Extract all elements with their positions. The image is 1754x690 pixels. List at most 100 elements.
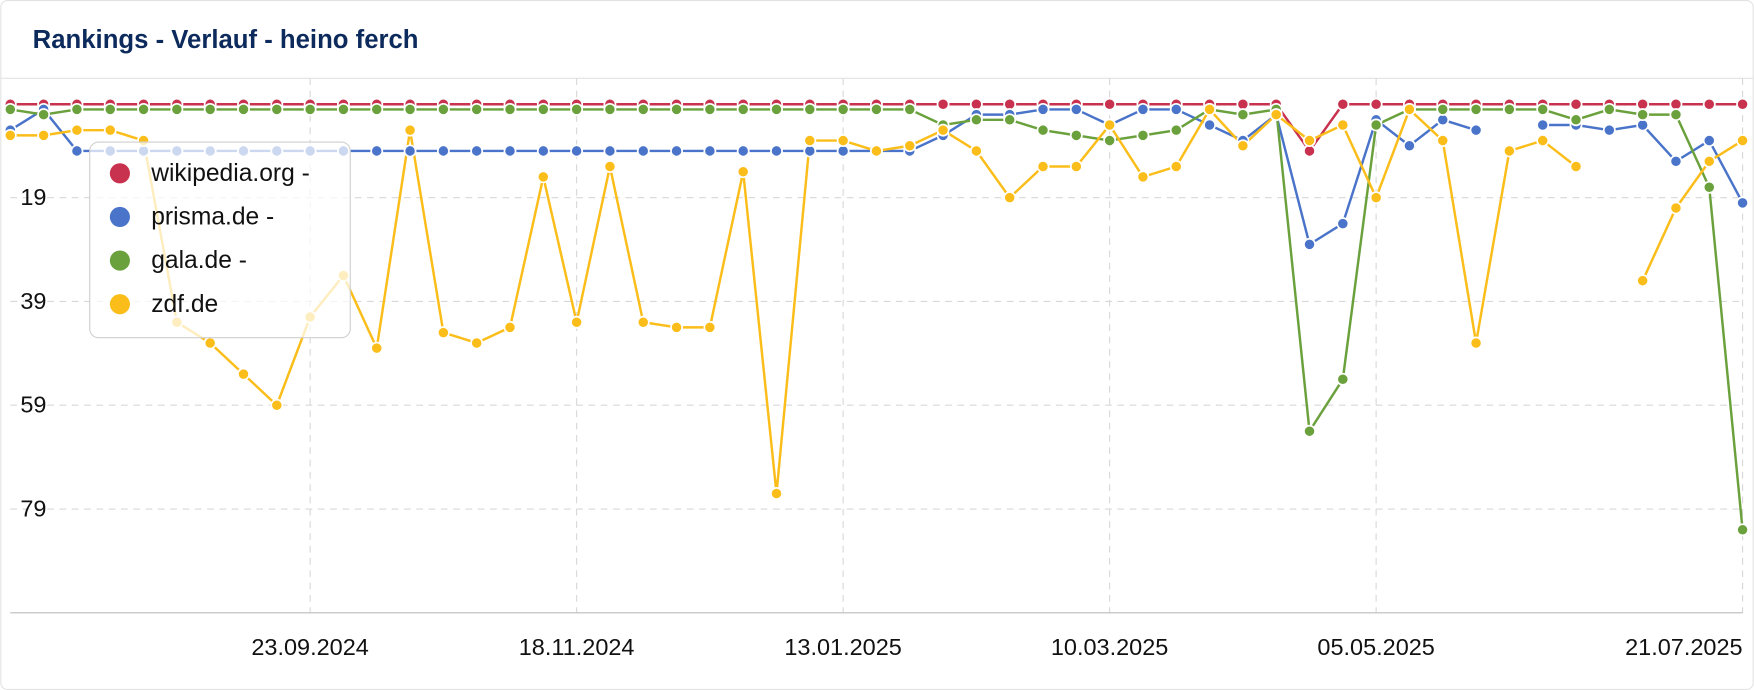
data-point: [1303, 424, 1316, 438]
data-point: [1236, 108, 1250, 122]
data-point: [803, 134, 817, 147]
data-point: [603, 102, 617, 116]
data-point: [270, 102, 284, 116]
data-point: [1736, 134, 1750, 147]
data-point: [1369, 118, 1383, 132]
data-point: [1136, 170, 1150, 184]
chart-title: Rankings - Verlauf - heino ferch: [33, 26, 419, 54]
data-point: [736, 102, 750, 116]
legend-label[interactable]: wikipedia.org -: [150, 160, 310, 187]
plot: [3, 97, 1750, 537]
legend-marker: [109, 294, 130, 315]
data-point: [1003, 97, 1017, 111]
data-point: [1203, 118, 1216, 132]
data-point: [603, 144, 617, 158]
data-point: [536, 102, 550, 116]
legend-box: [89, 141, 351, 339]
y-tick-label: 59: [20, 392, 46, 418]
data-point: [1602, 123, 1616, 137]
data-point: [603, 160, 617, 173]
data-point: [969, 97, 983, 111]
data-point: [570, 315, 584, 329]
data-point: [1702, 154, 1716, 168]
data-point: [470, 144, 484, 158]
data-point: [470, 102, 484, 116]
data-point: [570, 144, 584, 158]
data-point: [1469, 336, 1483, 350]
data-point: [1669, 201, 1683, 215]
data-point: [736, 144, 750, 158]
data-point: [403, 144, 417, 158]
data-point: [37, 108, 51, 122]
data-point: [436, 326, 450, 340]
data-point: [1502, 102, 1516, 116]
data-point: [370, 102, 384, 116]
legend-label[interactable]: zdf.de: [151, 291, 218, 318]
data-point: [37, 128, 51, 142]
data-point: [203, 102, 217, 116]
data-point: [636, 315, 650, 329]
data-point: [1669, 154, 1683, 168]
data-point: [203, 336, 217, 350]
data-point: [1169, 123, 1183, 137]
data-point: [670, 320, 683, 334]
data-point: [1169, 102, 1183, 116]
data-point: [1069, 102, 1083, 116]
data-point: [1569, 113, 1583, 127]
data-point: [3, 102, 17, 116]
data-point: [1203, 102, 1216, 116]
data-point: [1336, 217, 1350, 231]
data-point: [1469, 123, 1483, 137]
x-tick-label: 05.05.2025: [1317, 634, 1434, 660]
data-point: [1669, 108, 1683, 122]
x-tick-label: 21.07.2025: [1625, 634, 1742, 660]
data-point: [903, 139, 917, 153]
data-point: [1702, 134, 1716, 147]
data-point: [1736, 196, 1750, 210]
data-point: [1736, 97, 1750, 111]
data-point: [1436, 113, 1450, 127]
data-point: [1069, 160, 1083, 173]
data-point: [1369, 97, 1383, 111]
legend-marker: [109, 206, 130, 228]
data-point: [1036, 102, 1050, 116]
data-point: [1636, 118, 1650, 132]
data-point: [1569, 97, 1583, 111]
data-point: [1469, 102, 1483, 116]
data-point: [1336, 97, 1350, 111]
data-point: [936, 123, 950, 137]
data-point: [936, 97, 950, 111]
legend-label[interactable]: gala.de -: [151, 247, 247, 274]
data-point: [436, 144, 450, 158]
data-point: [3, 128, 17, 142]
data-point: [1403, 102, 1416, 116]
data-point: [1336, 118, 1350, 132]
data-point: [1669, 97, 1683, 111]
data-point: [836, 144, 850, 158]
data-point: [903, 102, 917, 116]
data-point: [1636, 274, 1650, 288]
data-point: [1103, 97, 1117, 111]
legend-marker: [109, 163, 130, 184]
data-point: [1536, 118, 1550, 132]
legend-label[interactable]: prisma.de -: [151, 204, 274, 231]
data-point: [70, 102, 84, 116]
data-point: [103, 102, 117, 116]
data-point: [703, 320, 717, 334]
y-tick-label: 19: [20, 184, 46, 210]
data-point: [770, 144, 783, 158]
data-point: [1403, 139, 1416, 153]
x-tick-label: 23.09.2024: [251, 634, 368, 660]
x-tick-label: 18.11.2024: [519, 634, 635, 660]
data-point: [1103, 134, 1117, 147]
data-point: [536, 170, 550, 184]
data-point: [1702, 97, 1716, 111]
data-point: [1736, 523, 1750, 537]
data-point: [1103, 118, 1117, 132]
data-point: [1369, 191, 1383, 205]
data-point: [270, 398, 284, 412]
data-point: [1136, 128, 1150, 142]
legend: wikipedia.org - prisma.de - gala.de - zdf.d…: [89, 141, 351, 339]
